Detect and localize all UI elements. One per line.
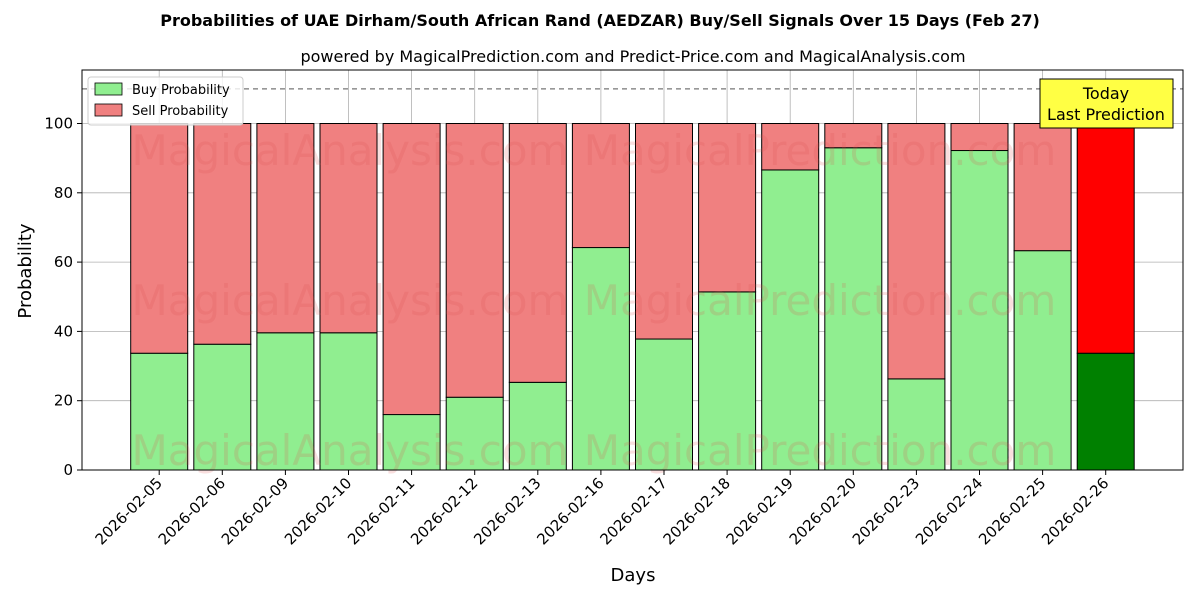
bar-sell (761, 123, 820, 171)
bar-sell (887, 123, 946, 380)
bar-sell (698, 123, 757, 293)
y-tick-label: 0 (63, 461, 73, 479)
bar-sell (571, 123, 630, 249)
x-tick-label: 2026-02-25 (975, 474, 1049, 548)
x-tick-label: 2026-02-10 (281, 474, 355, 548)
legend-box (87, 76, 244, 126)
x-tick-label: 2026-02-16 (533, 474, 607, 548)
today-annotation-box (1039, 78, 1174, 129)
legend-label-sell: Sell Probability (132, 104, 229, 119)
bar-sell (1013, 123, 1072, 252)
bar-buy (382, 414, 441, 471)
bar-buy (571, 247, 630, 471)
bar-sell (382, 123, 441, 416)
x-axis-label: Days (611, 565, 656, 586)
y-tick-label: 20 (54, 392, 73, 410)
bar-buy (193, 343, 252, 471)
watermark-text: MagicalPrediction.com (584, 276, 1057, 325)
x-tick-label: 2026-02-06 (155, 474, 229, 548)
y-tick-label: 100 (44, 115, 73, 133)
bar-buy (761, 169, 820, 471)
y-tick-label: 40 (54, 322, 73, 340)
chart-title: Probabilities of UAE Dirham/South Africa… (160, 11, 1040, 30)
watermark-text: MagicalAnalysis.com (132, 276, 569, 325)
legend-label-buy: Buy Probability (132, 83, 230, 98)
x-tick-label: 2026-02-24 (912, 474, 986, 548)
watermarks: MagicalAnalysis.com MagicalPrediction.com… (132, 126, 1057, 475)
bar-buy (887, 378, 946, 471)
bar-sell (130, 123, 189, 354)
x-tick-label: 2026-02-18 (660, 474, 734, 548)
x-tick-label: 2026-02-13 (470, 474, 544, 548)
legend-swatch-buy (94, 82, 123, 96)
last-prediction-label: Last Prediction (1047, 105, 1165, 124)
bar-sell (319, 123, 378, 334)
bars (130, 123, 1135, 471)
x-tick-label: 2026-02-17 (596, 474, 670, 548)
bar-sell (1076, 123, 1135, 354)
x-tick-label: 2026-02-26 (1038, 474, 1112, 548)
bar-sell (256, 123, 315, 334)
bar-buy (508, 381, 567, 471)
today-annotation: Today Last Prediction (1039, 78, 1174, 129)
watermark-text: MagicalPrediction.com (584, 426, 1057, 475)
legend-swatch-sell (94, 103, 123, 117)
bar-sell (950, 123, 1009, 152)
chart-subtitle: powered by MagicalPrediction.com and Pre… (300, 47, 965, 66)
bar-buy (445, 396, 504, 471)
x-tick-label: 2026-02-12 (407, 474, 481, 548)
bar-buy (256, 332, 315, 471)
y-tick-label: 60 (54, 253, 73, 271)
bar-buy (635, 338, 693, 471)
x-tick-label: 2026-02-05 (92, 474, 166, 548)
bar-sell (635, 123, 693, 340)
plot-frame (81, 69, 1184, 471)
x-tick-label: 2026-02-23 (849, 474, 923, 548)
x-tick-label: 2026-02-19 (723, 474, 797, 548)
watermark-text: MagicalAnalysis.com (132, 426, 569, 475)
x-tick-label: 2026-02-09 (218, 474, 292, 548)
y-tick-label: 80 (54, 184, 73, 202)
bar-buy (824, 147, 883, 471)
legend: Buy Probability Sell Probability (87, 76, 244, 126)
watermark-text: MagicalAnalysis.com (132, 126, 569, 175)
watermark-text: MagicalPrediction.com (584, 126, 1057, 175)
x-axis: 2026-02-052026-02-062026-02-092026-02-10… (92, 470, 1113, 548)
x-tick-label: 2026-02-11 (344, 474, 418, 548)
bar-buy (1076, 352, 1135, 471)
today-label: Today (1082, 84, 1129, 103)
bar-sell (508, 123, 567, 383)
bar-sell (445, 123, 504, 398)
y-axis: 0 20 40 60 80 100 (44, 115, 82, 479)
x-tick-label: 2026-02-20 (786, 474, 860, 548)
bar-buy (319, 332, 378, 471)
bar-buy (698, 291, 757, 471)
y-axis-label: Probability (15, 223, 36, 318)
bar-sell (824, 123, 883, 149)
